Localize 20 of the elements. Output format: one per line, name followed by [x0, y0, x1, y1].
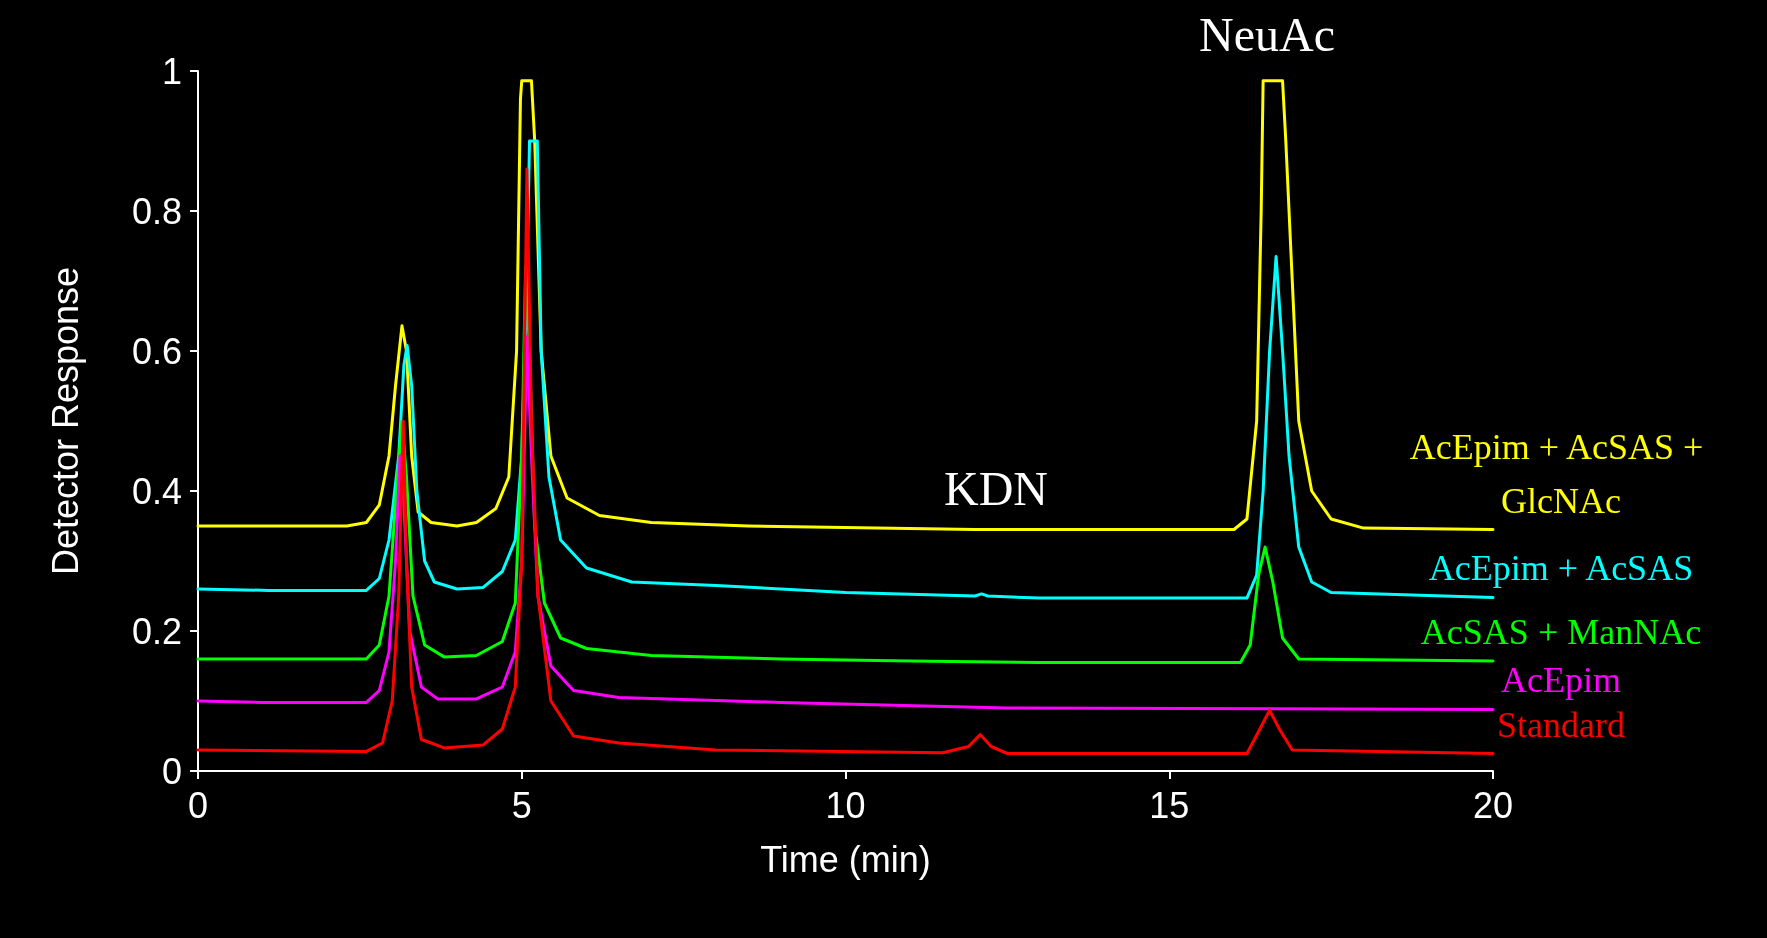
- y-axis-title: Detector Response: [44, 266, 86, 576]
- x-axis-title: Time (min): [760, 838, 931, 880]
- y-tick-label: 0.6: [131, 330, 182, 372]
- series-label: AcSAS + ManNAc: [1420, 612, 1702, 653]
- series-label: AcEpim + AcSAS + GlcNAc: [1409, 426, 1713, 521]
- y-tick-label: 0: [161, 750, 182, 792]
- series-label: Standard: [1497, 704, 1625, 745]
- annotation: KDN: [944, 461, 1048, 515]
- x-tick-label: 20: [1472, 784, 1514, 826]
- series-label: AcEpim: [1501, 660, 1621, 701]
- y-tick-label: 0.8: [131, 190, 182, 232]
- x-tick-label: 5: [511, 784, 532, 826]
- y-tick-label: 1: [161, 50, 182, 92]
- x-tick-label: 15: [1149, 784, 1190, 826]
- x-tick-label: 0: [187, 784, 209, 826]
- series-label: AcEpim + AcSAS: [1428, 548, 1694, 589]
- text: NeuAc: [1199, 7, 1335, 61]
- x-tick-label: 10: [825, 784, 866, 826]
- y-tick-label: 0.2: [131, 610, 182, 652]
- y-tick-label: 0.4: [131, 470, 182, 512]
